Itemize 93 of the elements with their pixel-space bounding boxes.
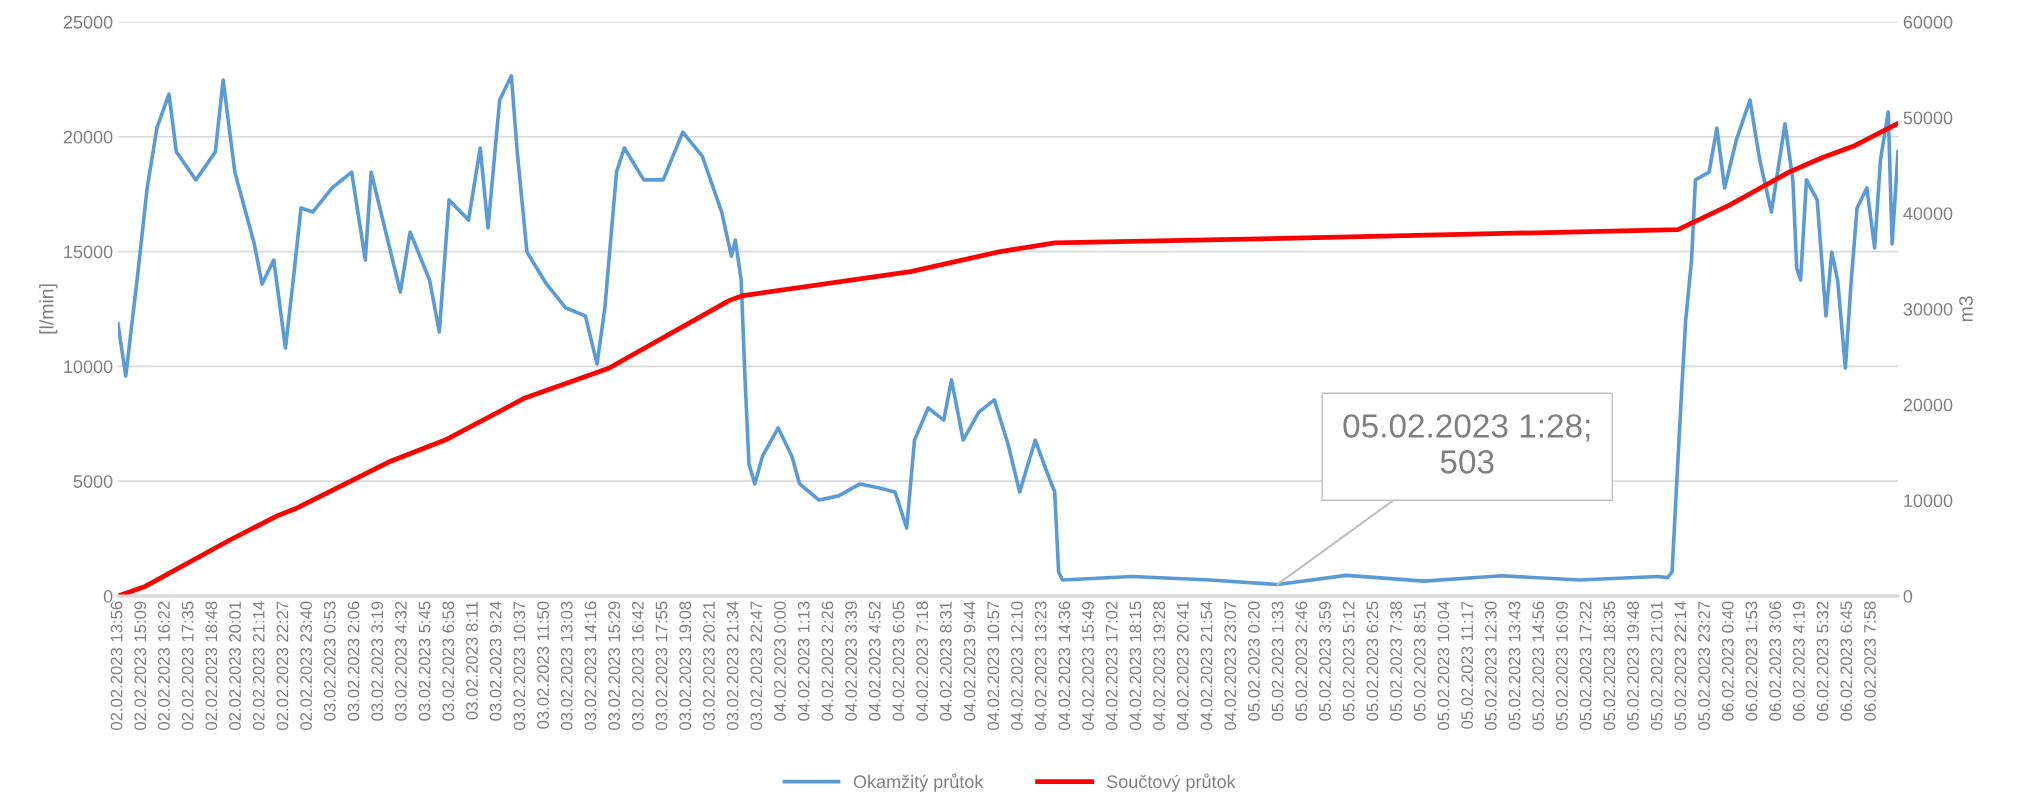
x-tick-label: 06.02.2023 1:53 [1745,601,1758,721]
x-tick-label: 05.02.2023 17:22 [1579,601,1592,730]
y-tick-label: 20000 [63,130,113,144]
x-tick-label: 02.02.2023 21:14 [252,601,265,730]
x-tick-label: 03.02.2023 13:03 [560,601,573,730]
x-tick-label: 02.02.2023 17:35 [181,601,194,730]
x-tick-label: 03.02.2023 17:55 [655,601,668,730]
x-tick-label: 03.02.2023 16:42 [631,601,644,730]
x-tick-label: 04.02.2023 1:13 [797,601,810,721]
x-tick-label: 03.02.2023 10:37 [513,601,526,730]
x-tick-label: 05.02.2023 0:20 [1247,601,1260,721]
legend-label: Součtový průtok [1107,773,1236,792]
y2-tick-label: 0 [1903,589,1913,603]
x-tick-label: 03.02.2023 6:58 [442,601,455,721]
x-tick-label: 03.02.2023 21:34 [726,601,739,730]
x-tick-label: 05.02.2023 13:43 [1508,601,1521,730]
x-tick-label: 06.02.2023 6:45 [1840,601,1853,721]
x-tick-label: 02.02.2023 13:56 [110,601,123,730]
x-tick-label: 04.02.2023 0:00 [774,601,786,721]
y2-tick-label: 50000 [1903,111,1953,125]
x-tick-label: 04.02.2023 2:26 [821,601,834,721]
x-tick-label: 05.02.2023 21:01 [1650,601,1663,730]
x-tick-label: 04.02.2023 15:49 [1082,601,1094,730]
x-tick-label: 05.02.2023 12:30 [1484,601,1497,730]
x-tick-label: 03.02.2023 14:16 [584,601,597,730]
x-tick-label: 05.02.2023 2:46 [1295,601,1308,721]
y2-tick-label: 20000 [1903,398,1953,412]
x-tick-label: 05.02.2023 3:59 [1319,601,1331,721]
x-tick-label: 05.02.2023 6:25 [1366,601,1379,721]
x-tick-label: 05.02.2023 10:04 [1437,601,1450,730]
y2-tick-label: 30000 [1903,302,1953,316]
x-tick-label: 04.02.2023 17:02 [1105,601,1118,730]
x-tick-label: 03.02.2023 11:50 [537,601,549,729]
x-tick-label: 05.02.2023 16:09 [1556,601,1568,730]
x-tick-label: 04.02.2023 10:57 [987,601,1000,730]
x-tick-label: 04.02.2023 8:31 [939,601,952,721]
y2-tick-label: 10000 [1904,494,1953,508]
x-tick-label: 03.02.2023 5:45 [418,601,431,721]
y-tick-label: 25000 [63,15,113,29]
x-tick-label: 04.02.2023 20:41 [1176,601,1189,730]
x-tick-label: 05.02.2023 19:48 [1627,601,1639,730]
x-tick-label: 03.02.2023 20:21 [703,601,715,730]
x-tick-label: 04.02.2023 6:05 [892,601,905,721]
x-tick-label: 05.02.2023 5:12 [1342,601,1355,721]
x-tick-label: 04.02.2023 12:10 [1011,601,1023,730]
x-tick-label: 03.02.2023 15:29 [608,601,621,730]
x-tick-label: 03.02.2023 0:53 [323,601,336,721]
x-tick-label: 04.02.2023 13:23 [1034,601,1047,730]
x-tick-label: 02.02.2023 23:40 [300,601,312,730]
y-tick-label: 5000 [73,475,113,488]
x-tick-label: 04.02.2023 19:28 [1153,601,1166,730]
x-tick-label: 04.02.2023 21:54 [1200,601,1213,730]
x-tick-label: 05.02.2023 7:38 [1390,601,1402,721]
x-tick-label: 03.02.2023 9:24 [489,601,502,721]
x-tick-label: 05.02.2023 23:27 [1698,601,1710,730]
x-tick-label: 04.02.2023 7:18 [916,601,929,721]
y-axis-title: [l/min] [39,284,58,334]
x-tick-label: 05.02.2023 14:56 [1532,601,1545,730]
x-tick-label: 03.02.2023 2:06 [347,601,360,721]
legend-label: Okamžitý průtok [853,773,984,792]
x-tick-label: 02.02.2023 20:01 [229,601,241,730]
x-tick-label: 06.02.2023 7:58 [1864,601,1876,721]
y2-axis-title: m3 [1959,296,1973,322]
x-tick-label: 05.02.2023 11:17 [1461,601,1474,729]
x-tick-label: 02.02.2023 22:27 [276,601,289,730]
x-tick-label: 02.02.2023 15:09 [134,601,147,730]
x-tick-label: 05.02.2023 8:51 [1413,601,1426,721]
y2-tick-label: 40000 [1903,207,1953,221]
x-tick-label: 06.02.2023 3:06 [1769,601,1782,721]
x-tick-label: 05.02.2023 18:35 [1603,601,1616,730]
x-tick-label: 03.02.2023 22:47 [750,601,763,730]
x-tick-label: 04.02.2023 3:39 [845,601,857,721]
x-tick-label: 03.02.2023 4:32 [394,601,407,721]
x-tick-label: 05.02.2023 1:33 [1271,601,1284,721]
x-tick-label: 03.02.2023 3:19 [371,601,384,721]
y2-tick-label: 60000 [1903,15,1953,29]
x-tick-label: 03.02.2023 19:08 [679,601,692,730]
x-tick-label: 06.02.2023 5:32 [1816,601,1829,721]
annotation: 05.02.2023 1:28; 503 [1343,414,1590,474]
x-tick-label: 02.02.2023 16:22 [158,601,170,730]
x-tick-label: 04.02.2023 14:36 [1058,601,1071,730]
x-tick-label: 02.02.2023 18:48 [205,601,218,730]
x-tick-label: 06.02.2023 4:19 [1792,601,1805,721]
y-tick-label: 10000 [64,360,113,374]
x-tick-label: 03.02.2023 8:11 [466,601,478,720]
x-tick-label: 06.02.2023 0:40 [1721,601,1734,721]
x-tick-label: 05.02.2023 22:14 [1674,601,1687,730]
y-tick-label: 15000 [64,245,113,259]
y-tick-label: 0 [103,589,113,603]
x-tick-label: 04.02.2023 9:44 [963,601,976,721]
x-tick-label: 04.02.2023 4:52 [868,601,881,721]
x-tick-label: 04.02.2023 18:15 [1129,601,1142,730]
x-tick-label: 04.02.2023 23:07 [1224,601,1237,730]
